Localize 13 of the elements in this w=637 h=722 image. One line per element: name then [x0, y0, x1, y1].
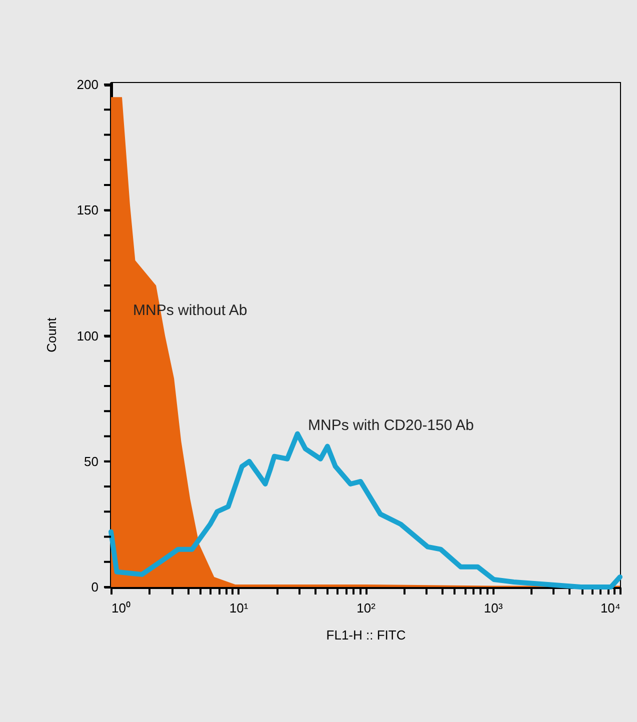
series-label: MNPs with CD20-150 Ab	[308, 417, 474, 434]
y-axis-title: Count	[44, 317, 59, 352]
x-tick-label: 10³	[484, 600, 504, 616]
y-tick-label: 0	[91, 580, 98, 594]
y-tick-label: 50	[84, 454, 98, 469]
y-tick-label: 150	[76, 202, 98, 218]
x-tick-label: 10¹	[229, 600, 249, 616]
x-tick-label: 10⁴	[600, 600, 620, 616]
y-tick-label: 100	[76, 328, 98, 344]
x-tick-label: 10⁰	[112, 600, 131, 616]
x-axis-title: FL1-H :: FITC	[326, 628, 406, 642]
x-tick-label: 10²	[356, 600, 376, 616]
y-tick-label: 200	[76, 77, 98, 92]
